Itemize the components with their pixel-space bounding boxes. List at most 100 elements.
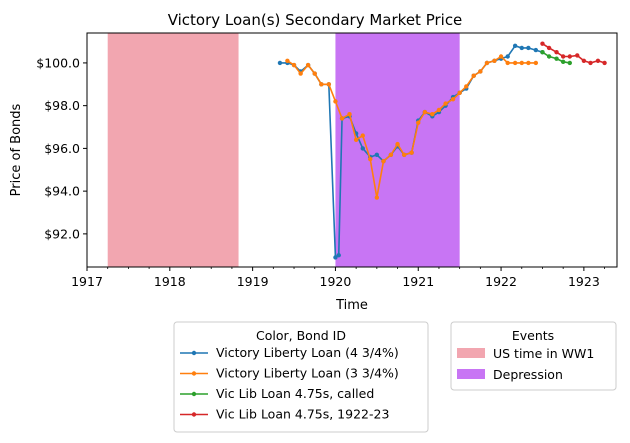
data-point	[560, 54, 566, 59]
x-tick-label: 1918	[154, 274, 186, 289]
data-point	[395, 141, 400, 147]
data-point	[526, 45, 531, 51]
series-2	[285, 54, 539, 200]
data-point	[368, 156, 373, 162]
data-point	[291, 62, 297, 68]
events-legend-item: Depression	[457, 367, 563, 382]
x-tick-label: 1920	[320, 274, 352, 289]
legend-label: Vic Lib Loan 4.75s, called	[216, 386, 374, 401]
data-point	[422, 109, 428, 115]
data-point	[319, 82, 324, 87]
data-point	[326, 82, 332, 87]
series-4	[540, 41, 607, 66]
y-tick-label: $92.0	[44, 226, 80, 241]
legend-marker	[191, 350, 197, 356]
data-point	[526, 60, 531, 66]
data-point	[560, 59, 566, 65]
data-point	[540, 41, 545, 46]
data-point	[540, 50, 545, 55]
data-point	[478, 69, 483, 74]
data-point	[347, 112, 352, 117]
data-point	[602, 60, 607, 66]
data-point	[430, 112, 435, 117]
data-point	[484, 60, 490, 66]
data-point	[546, 45, 552, 51]
series-legend-items: Victory Liberty Loan (4 3/4%) Victory Lib…	[180, 345, 399, 422]
data-point	[505, 54, 510, 59]
data-point	[436, 107, 442, 113]
chart-title: Victory Loan(s) Secondary Market Price	[168, 11, 463, 29]
data-point	[581, 58, 587, 63]
data-point	[457, 90, 462, 96]
data-point	[464, 84, 469, 89]
series-lines	[277, 41, 607, 260]
series-legend-item: Victory Liberty Loan (3 3/4%)	[180, 366, 399, 381]
data-point	[388, 152, 394, 158]
data-point	[312, 71, 317, 76]
data-point	[505, 60, 510, 66]
legend-patch-swatch	[457, 369, 485, 379]
events-legend-item: US time in WW1	[457, 346, 594, 361]
data-point	[401, 152, 407, 158]
data-point	[374, 152, 380, 158]
legend-label: Vic Lib Loan 4.75s, 1922-23	[216, 407, 389, 422]
event-span	[335, 33, 460, 267]
x-axis: 1917 1918 1919 1920 1921 1922 1923	[71, 267, 605, 289]
y-axis-label: Price of Bonds	[9, 103, 24, 196]
data-point	[360, 146, 365, 151]
x-tick-label: 1919	[237, 274, 269, 289]
events-legend: Events US time in WW1 Depression	[450, 321, 617, 391]
data-point	[374, 195, 380, 200]
legend-label: Depression	[493, 367, 563, 382]
data-point	[492, 58, 497, 63]
series-legend-item: Vic Lib Loan 4.75s, called	[180, 386, 374, 401]
series-legend: Color, Bond ID Victory Liberty Loan (4 3…	[173, 321, 429, 433]
data-point	[450, 97, 456, 102]
data-point	[533, 47, 539, 53]
data-point	[353, 137, 359, 143]
legend-label: US time in WW1	[493, 346, 594, 361]
series-legend-item: Victory Liberty Loan (4 3/4%)	[180, 345, 399, 360]
x-axis-label: Time	[335, 298, 368, 313]
series-legend-box	[173, 321, 429, 433]
series-legend-item: Vic Lib Loan 4.75s, 1922-23	[180, 407, 389, 422]
data-point	[519, 60, 524, 66]
legend-patch-swatch	[457, 348, 485, 358]
event-span	[107, 33, 239, 267]
data-point	[471, 73, 476, 78]
legend-label: Victory Liberty Loan (3 3/4%)	[216, 366, 399, 381]
data-point	[554, 50, 559, 55]
data-point	[360, 133, 365, 138]
events-legend-title: Events	[512, 328, 554, 343]
data-point	[575, 53, 580, 58]
data-point	[519, 45, 524, 51]
y-tick-label: $96.0	[44, 141, 80, 156]
data-point	[336, 253, 341, 258]
data-point	[277, 60, 283, 66]
series-legend-title: Color, Bond ID	[256, 328, 346, 343]
data-point	[416, 120, 421, 125]
data-point	[381, 159, 386, 164]
legend-marker	[191, 412, 197, 417]
data-point	[567, 60, 572, 66]
y-tick-label: $94.0	[44, 184, 80, 199]
event-spans	[107, 33, 460, 267]
x-tick-label: 1923	[568, 274, 600, 289]
data-point	[339, 116, 345, 121]
x-tick-label: 1917	[71, 274, 103, 289]
legend-label: Victory Liberty Loan (4 3/4%)	[216, 345, 399, 360]
data-point	[298, 71, 303, 76]
y-tick-label: $100.0	[36, 55, 80, 70]
data-point	[512, 43, 518, 49]
data-point	[588, 60, 593, 66]
data-point	[333, 255, 338, 260]
legend-marker	[191, 391, 197, 397]
legend-marker	[191, 371, 197, 376]
series-3	[540, 50, 572, 66]
plot-frame	[86, 32, 618, 268]
y-tick-label: $98.0	[44, 98, 80, 113]
events-legend-items: US time in WW1 Depression	[457, 346, 594, 382]
data-point	[554, 56, 559, 61]
data-point	[567, 54, 572, 59]
